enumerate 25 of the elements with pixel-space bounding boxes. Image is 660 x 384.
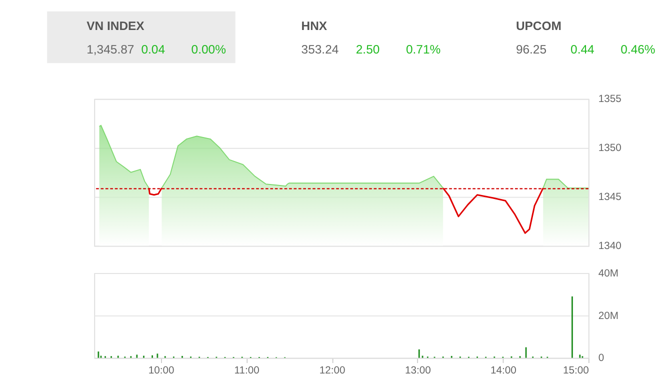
x-tick-label: 15:00 [563, 365, 590, 376]
text: 0.46% [620, 42, 656, 57]
text: VN INDEX [86, 19, 146, 34]
text: UPCOM [516, 19, 562, 34]
x-tick-label: 11:00 [234, 365, 260, 376]
text: 1,345.87 [86, 42, 134, 57]
text: HNX [301, 19, 328, 34]
y-tick-label: 0 [598, 353, 604, 364]
text: 0.00% [191, 42, 226, 57]
y-tick-label: 1350 [598, 143, 622, 154]
x-tick-label: 13:00 [404, 365, 432, 376]
text: 0.04 [141, 42, 166, 57]
y-tick-label: 40M [598, 268, 618, 280]
y-tick-label: 1355 [598, 94, 622, 106]
text: 0.71% [406, 42, 441, 57]
y-tick-label: 1345 [598, 192, 622, 204]
text: 96.25 [516, 42, 547, 57]
text: 2.50 [356, 42, 380, 57]
text: 353.24 [301, 42, 339, 57]
x-tick-label: 14:00 [490, 365, 517, 376]
text: 0.44 [570, 42, 595, 57]
y-tick-label: 1340 [598, 241, 622, 252]
y-tick-label: 20M [598, 310, 618, 322]
x-tick-label: 12:00 [319, 365, 346, 376]
x-tick-label: 10:00 [148, 365, 175, 376]
